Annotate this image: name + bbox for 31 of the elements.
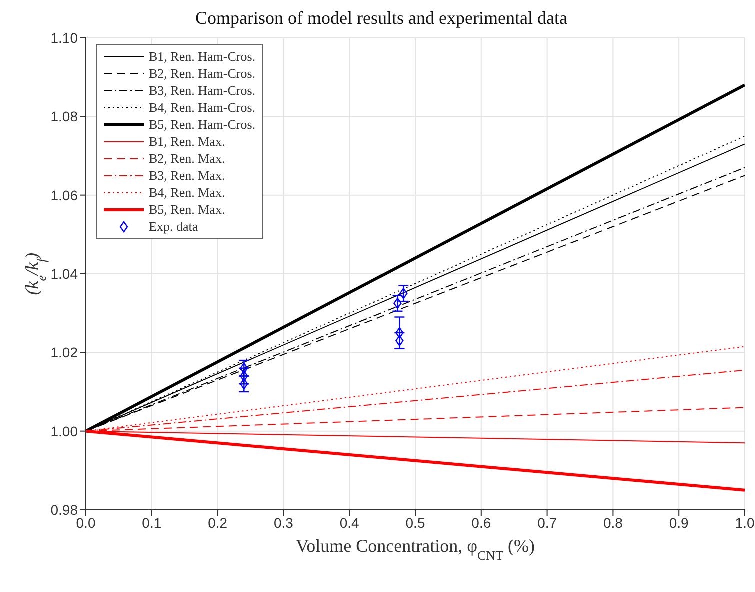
y-tick-label: 1.04 bbox=[50, 266, 78, 282]
y-tick-label: 1.10 bbox=[50, 30, 78, 46]
x-tick-label: 0.3 bbox=[274, 514, 294, 531]
x-tick-label: 0.4 bbox=[340, 514, 360, 531]
x-tick-label: 0.1 bbox=[142, 514, 162, 531]
y-tick-label: 1.08 bbox=[50, 108, 78, 125]
legend-label: B5, Ren. Max. bbox=[149, 202, 226, 218]
x-tick-label: 0.8 bbox=[603, 514, 624, 531]
x-tick-label: 0.6 bbox=[472, 514, 492, 531]
legend-label: B4, Ren. Max. bbox=[149, 184, 226, 200]
x-tick-label: 0.2 bbox=[208, 514, 228, 531]
y-tick-label: 1.00 bbox=[50, 423, 78, 440]
legend-label: B3, Ren. Ham-Cros. bbox=[149, 82, 256, 98]
x-tick-label: 1.0 bbox=[735, 514, 755, 531]
y-tick-label: 1.02 bbox=[50, 344, 78, 361]
legend-label: B4, Ren. Ham-Cros. bbox=[149, 100, 256, 116]
legend-label: B2, Ren. Max. bbox=[149, 150, 226, 166]
legend-label: Exp. data bbox=[149, 218, 198, 234]
legend-label: B5, Ren. Ham-Cros. bbox=[149, 116, 256, 132]
legend-label: B1, Ren. Ham-Cros. bbox=[149, 48, 256, 64]
y-tick-label: 0.98 bbox=[50, 502, 78, 518]
x-tick-label: 0.9 bbox=[669, 514, 690, 531]
x-axis-title: Volume Concentration, φ$_{CNT}$ (%) bbox=[296, 536, 536, 562]
x-tick-label: 0.0 bbox=[76, 514, 96, 531]
legend-label: B1, Ren. Max. bbox=[149, 134, 226, 150]
x-tick-label: 0.7 bbox=[538, 514, 558, 531]
x-tick-label: 0.5 bbox=[406, 514, 426, 531]
legend-label: B2, Ren. Ham-Cros. bbox=[149, 66, 256, 82]
chart-title: Comparison of model results and experimental data bbox=[194, 8, 568, 29]
legend-label: B3, Ren. Max. bbox=[149, 168, 226, 184]
y-tick-label: 1.06 bbox=[50, 187, 78, 204]
